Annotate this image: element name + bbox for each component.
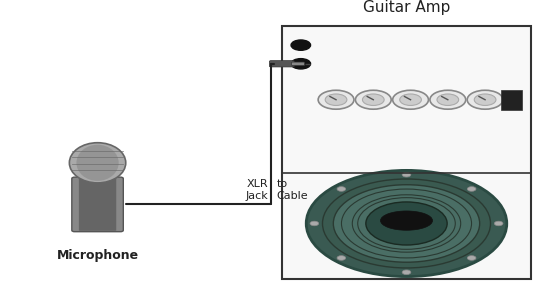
Circle shape — [366, 202, 447, 245]
Circle shape — [494, 221, 503, 226]
Circle shape — [291, 40, 311, 50]
Text: XLR
Jack: XLR Jack — [246, 179, 268, 201]
Circle shape — [337, 256, 346, 260]
Circle shape — [310, 221, 319, 226]
FancyBboxPatch shape — [269, 61, 294, 67]
FancyBboxPatch shape — [72, 177, 123, 232]
Circle shape — [467, 90, 503, 109]
Circle shape — [392, 90, 429, 109]
Ellipse shape — [380, 211, 433, 230]
Circle shape — [402, 270, 411, 275]
Circle shape — [467, 256, 476, 260]
Circle shape — [291, 59, 311, 69]
Circle shape — [333, 185, 480, 262]
Circle shape — [306, 170, 507, 277]
Circle shape — [356, 90, 391, 109]
Circle shape — [402, 172, 411, 177]
Circle shape — [318, 90, 354, 109]
Circle shape — [467, 187, 476, 191]
Ellipse shape — [69, 143, 126, 183]
Circle shape — [400, 94, 422, 105]
Circle shape — [474, 94, 496, 105]
Bar — [501, 90, 522, 110]
Text: Guitar Amp: Guitar Amp — [363, 0, 450, 15]
Circle shape — [363, 94, 384, 105]
Ellipse shape — [76, 145, 119, 181]
Text: Microphone: Microphone — [56, 249, 139, 262]
Circle shape — [337, 187, 346, 191]
FancyBboxPatch shape — [292, 62, 305, 66]
Circle shape — [430, 90, 466, 109]
Text: to
Cable: to Cable — [276, 179, 308, 201]
FancyBboxPatch shape — [79, 178, 116, 231]
Circle shape — [322, 179, 491, 268]
Circle shape — [437, 94, 459, 105]
FancyBboxPatch shape — [282, 27, 531, 279]
Circle shape — [325, 94, 347, 105]
